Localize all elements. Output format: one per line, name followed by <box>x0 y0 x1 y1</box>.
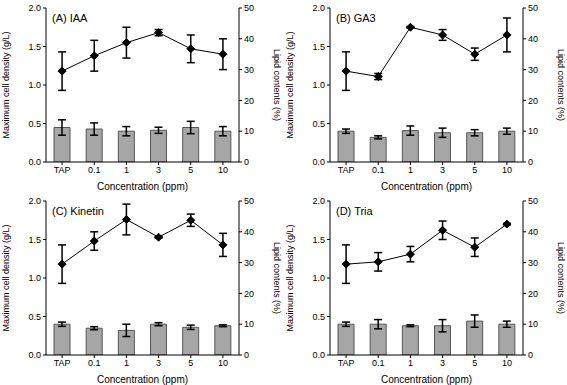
svg-text:Concentration (ppm): Concentration (ppm) <box>381 374 472 385</box>
svg-text:Concentration (ppm): Concentration (ppm) <box>97 181 188 192</box>
svg-text:Concentration (ppm): Concentration (ppm) <box>97 374 188 385</box>
svg-text:0.1: 0.1 <box>372 165 385 175</box>
svg-text:2.0: 2.0 <box>312 3 325 13</box>
svg-text:0.5: 0.5 <box>312 119 325 129</box>
svg-text:5: 5 <box>188 165 193 175</box>
svg-text:10: 10 <box>528 126 538 136</box>
svg-text:50: 50 <box>244 3 254 13</box>
svg-text:1.5: 1.5 <box>312 235 325 245</box>
svg-text:Maximum cell density (g/L): Maximum cell density (g/L) <box>8 224 11 331</box>
svg-text:1.0: 1.0 <box>28 273 41 283</box>
html-text:(C) Kinetin: (C) Kinetin <box>52 205 104 217</box>
svg-text:TAP: TAP <box>54 165 71 175</box>
svg-text:0.1: 0.1 <box>372 358 385 368</box>
svg-text:0.0: 0.0 <box>312 157 325 167</box>
svg-text:0.5: 0.5 <box>28 312 41 322</box>
svg-text:20: 20 <box>528 96 538 106</box>
svg-text:20: 20 <box>244 96 254 106</box>
svg-text:TAP: TAP <box>338 165 355 175</box>
svg-text:0.5: 0.5 <box>312 312 325 322</box>
svg-text:1.5: 1.5 <box>28 235 41 245</box>
svg-text:2.0: 2.0 <box>28 3 41 13</box>
svg-text:10: 10 <box>218 165 228 175</box>
svg-text:0.0: 0.0 <box>28 350 41 360</box>
svg-text:10: 10 <box>502 165 512 175</box>
svg-text:50: 50 <box>528 3 538 13</box>
svg-text:3: 3 <box>440 358 445 368</box>
svg-text:3: 3 <box>156 358 161 368</box>
svg-text:Lipid contents (%): Lipid contents (%) <box>272 49 282 121</box>
svg-text:2.0: 2.0 <box>312 196 325 206</box>
svg-text:1.0: 1.0 <box>312 80 325 90</box>
svg-text:10: 10 <box>244 126 254 136</box>
svg-text:0: 0 <box>244 350 249 360</box>
svg-text:0: 0 <box>528 157 533 167</box>
svg-text:50: 50 <box>528 196 538 206</box>
svg-text:30: 30 <box>244 258 254 268</box>
svg-text:0.0: 0.0 <box>28 157 41 167</box>
svg-text:1.5: 1.5 <box>312 42 325 52</box>
svg-text:0.0: 0.0 <box>312 350 325 360</box>
svg-text:40: 40 <box>244 34 254 44</box>
svg-text:Maximum cell density (g/L): Maximum cell density (g/L) <box>8 31 11 138</box>
svg-text:30: 30 <box>528 258 538 268</box>
html-text:(A) IAA: (A) IAA <box>52 12 88 24</box>
svg-text:50: 50 <box>244 196 254 206</box>
svg-text:1: 1 <box>408 165 413 175</box>
svg-text:Lipid contents (%): Lipid contents (%) <box>556 49 559 121</box>
svg-text:Maximum cell density (g/L): Maximum cell density (g/L) <box>285 224 295 331</box>
svg-text:Maximum cell density (g/L): Maximum cell density (g/L) <box>285 31 295 138</box>
svg-text:0.1: 0.1 <box>88 165 101 175</box>
svg-text:20: 20 <box>244 289 254 299</box>
svg-text:5: 5 <box>472 358 477 368</box>
svg-text:0: 0 <box>244 157 249 167</box>
svg-text:1.0: 1.0 <box>312 273 325 283</box>
svg-text:30: 30 <box>528 65 538 75</box>
html-text:(B) GA3: (B) GA3 <box>336 12 376 24</box>
svg-text:Lipid contents (%): Lipid contents (%) <box>556 242 559 314</box>
svg-text:Lipid contents (%): Lipid contents (%) <box>272 242 282 314</box>
svg-text:30: 30 <box>244 65 254 75</box>
svg-text:5: 5 <box>188 358 193 368</box>
svg-text:40: 40 <box>528 227 538 237</box>
svg-text:20: 20 <box>528 289 538 299</box>
svg-text:0.5: 0.5 <box>28 119 41 129</box>
svg-text:10: 10 <box>502 358 512 368</box>
svg-text:1.0: 1.0 <box>28 80 41 90</box>
svg-text:10: 10 <box>244 319 254 329</box>
svg-text:40: 40 <box>528 34 538 44</box>
svg-text:0: 0 <box>528 350 533 360</box>
svg-text:3: 3 <box>156 165 161 175</box>
svg-text:1: 1 <box>124 165 129 175</box>
svg-text:1: 1 <box>408 358 413 368</box>
svg-text:3: 3 <box>440 165 445 175</box>
svg-text:1: 1 <box>124 358 129 368</box>
svg-text:TAP: TAP <box>54 358 71 368</box>
svg-text:10: 10 <box>218 358 228 368</box>
svg-text:40: 40 <box>244 227 254 237</box>
svg-text:0.1: 0.1 <box>88 358 101 368</box>
svg-text:TAP: TAP <box>338 358 355 368</box>
svg-text:10: 10 <box>528 319 538 329</box>
svg-text:5: 5 <box>472 165 477 175</box>
svg-text:2.0: 2.0 <box>28 196 41 206</box>
html-text:(D) Tria: (D) Tria <box>336 205 373 217</box>
svg-text:1.5: 1.5 <box>28 42 41 52</box>
svg-text:Concentration (ppm): Concentration (ppm) <box>381 181 472 192</box>
